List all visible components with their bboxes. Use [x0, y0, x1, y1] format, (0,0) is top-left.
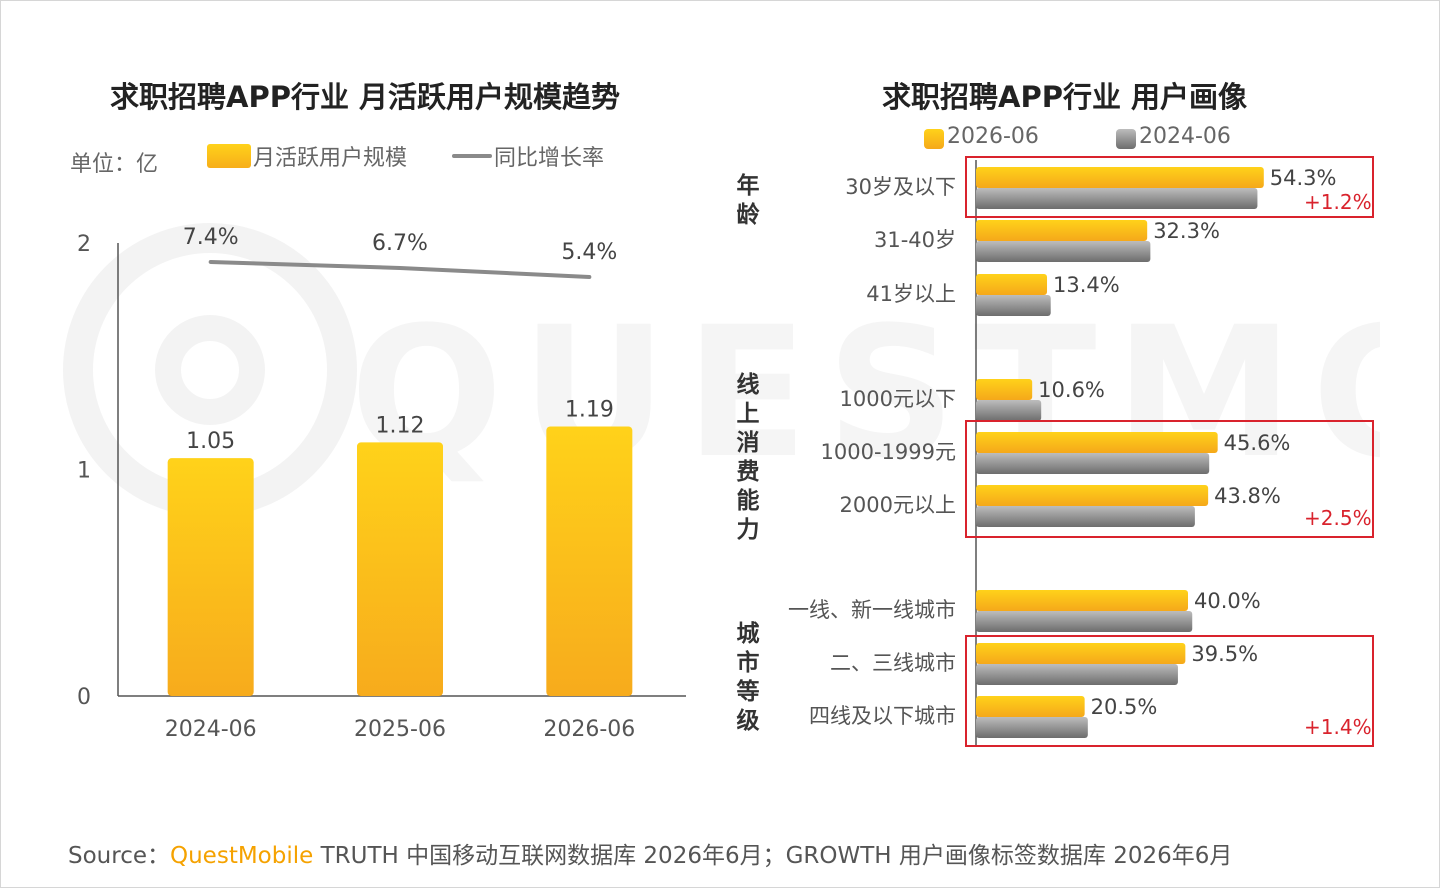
right-bar-2024 [976, 717, 1088, 738]
right-bar-2024 [976, 506, 1195, 527]
right-category-label: 1000-1999元 [820, 440, 956, 464]
left-bar [357, 442, 443, 696]
right-group-label: 城市等级 [736, 621, 760, 734]
source-text: TRUTH 中国移动互联网数据库 2026年6月；GROWTH 用户画像标签数据… [313, 843, 1233, 869]
left-x-tick-label: 2024-06 [165, 717, 257, 742]
source-note: Source：QuestMobile TRUTH 中国移动互联网数据库 2026… [68, 836, 1232, 870]
right-bar-2024 [976, 611, 1193, 632]
right-bar-value-label: 32.3% [1153, 219, 1220, 243]
right-highlight-box [965, 420, 1374, 538]
right-bar-value-label: 40.0% [1194, 589, 1261, 613]
left-x-tick-label: 2025-06 [354, 717, 446, 742]
legend-bar-swatch [207, 144, 251, 168]
left-y-tick-label: 1 [77, 459, 91, 484]
right-highlight-box [965, 635, 1374, 747]
legend-2024-label: 2024-06 [1139, 124, 1231, 149]
right-chart-title: 求职招聘APP行业 用户画像 [882, 80, 1248, 114]
right-category-label: 一线、新一线城市 [788, 598, 956, 622]
legend-2026-swatch [924, 129, 944, 149]
left-bar [546, 426, 633, 696]
right-bar-2024 [976, 453, 1210, 474]
right-category-label: 41岁以上 [866, 282, 956, 306]
legend-line-swatch [452, 154, 492, 158]
right-bar-value-label: 43.8% [1214, 484, 1281, 508]
right-category-label: 30岁及以下 [845, 175, 956, 199]
left-bar-value-label: 1.05 [186, 429, 235, 454]
right-highlight-box [965, 156, 1374, 218]
right-bar-2024 [976, 400, 1042, 421]
right-group-label: 线上消费能力 [736, 372, 760, 543]
legend-2024-swatch [1116, 129, 1136, 149]
right-bar-2026 [976, 432, 1218, 453]
source-brand: QuestMobile [170, 843, 314, 869]
right-highlight-delta: +1.2% [1304, 190, 1372, 214]
right-category-label: 2000元以上 [839, 493, 956, 517]
right-bar-2024 [976, 295, 1051, 316]
right-bar-2026 [976, 274, 1048, 295]
right-bar-2026 [976, 643, 1186, 664]
right-bar-value-label: 39.5% [1191, 642, 1258, 666]
right-highlight-delta: +1.4% [1304, 715, 1372, 739]
right-bar-value-label: 20.5% [1091, 695, 1158, 719]
right-group-label: 年龄 [736, 173, 760, 228]
right-bar-value-label: 54.3% [1270, 166, 1337, 190]
right-bar-2026 [976, 590, 1188, 611]
right-category-label: 二、三线城市 [830, 651, 956, 675]
right-bar-value-label: 10.6% [1038, 378, 1105, 402]
left-chart-plot: 0 1 2 1.05 2024-06 1.12 2025-06 1.19 2026-06 7.4%… [77, 225, 686, 742]
left-line-value-label: 7.4% [183, 225, 239, 250]
right-bar-2026 [976, 220, 1148, 241]
right-highlight-delta: +2.5% [1304, 506, 1372, 530]
right-category-label: 1000元以下 [839, 387, 956, 411]
left-bar-value-label: 1.12 [376, 413, 425, 438]
legend-line-label: 同比增长率 [494, 146, 605, 171]
right-bar-2026 [976, 167, 1264, 188]
left-bar [167, 458, 254, 696]
left-x-tick-label: 2026-06 [543, 717, 635, 742]
source-prefix: Source： [68, 843, 170, 869]
right-bar-2026 [976, 379, 1033, 400]
left-y-tick-label: 2 [77, 232, 91, 257]
left-line-value-label: 5.4% [561, 240, 617, 265]
right-bar-value-label: 45.6% [1224, 431, 1291, 455]
unit-label: 单位：亿 [70, 152, 159, 177]
right-bar-2024 [976, 188, 1258, 209]
legend-bar-label: 月活跃用户规模 [253, 146, 408, 171]
left-y-tick-label: 0 [77, 685, 91, 710]
left-bar-value-label: 1.19 [565, 397, 614, 422]
right-bar-2026 [976, 696, 1085, 717]
right-bar-2024 [976, 241, 1151, 262]
left-growth-line [208, 260, 592, 279]
right-bar-value-label: 13.4% [1053, 273, 1120, 297]
right-bar-2024 [976, 664, 1178, 685]
left-chart-title: 求职招聘APP行业 月活跃用户规模趋势 [110, 80, 621, 114]
legend-2026-label: 2026-06 [947, 124, 1039, 149]
right-bar-2026 [976, 485, 1209, 506]
left-line-value-label: 6.7% [372, 231, 428, 256]
right-category-label: 31-40岁 [873, 228, 956, 252]
right-category-label: 四线及以下城市 [809, 704, 956, 728]
